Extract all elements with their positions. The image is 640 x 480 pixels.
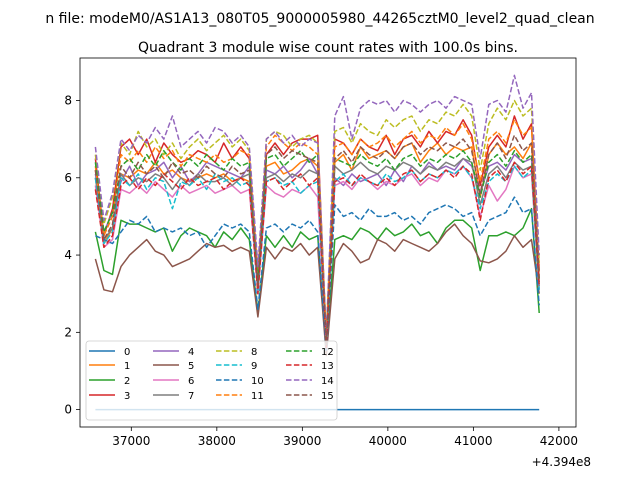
y-tick-label: 8	[64, 94, 72, 108]
x-tick-label: 38000	[198, 434, 236, 448]
series-line-3	[94, 115, 540, 341]
y-axis-ticks: 0 2 4 6 8	[64, 94, 80, 417]
legend-label-3: 3	[124, 391, 130, 402]
x-tick-label: 41000	[454, 434, 492, 448]
plot-frame	[79, 57, 577, 428]
series-line-8	[94, 99, 540, 337]
x-tick-label: 37000	[112, 434, 150, 448]
legend-label-12: 12	[321, 347, 334, 358]
legend-label-15: 15	[321, 391, 334, 402]
legend-label-10: 10	[251, 376, 264, 387]
legend-label-4: 4	[188, 347, 194, 358]
series-line-6	[94, 165, 540, 349]
figure-title: n file: modeM0/AS1A13_080T05_9000005980_…	[45, 11, 594, 27]
legend-box	[85, 340, 338, 421]
series-line-12	[94, 149, 540, 345]
series-line-5	[94, 223, 540, 357]
x-tick-label: 39000	[283, 434, 321, 448]
legend-label-1: 1	[124, 361, 130, 372]
series-group	[94, 74, 540, 411]
y-tick-label: 2	[64, 325, 72, 339]
chart-title: Quadrant 3 module wise count rates with …	[138, 40, 518, 56]
legend-label-9: 9	[251, 361, 257, 372]
series-line-15	[94, 134, 540, 345]
legend-label-8: 8	[251, 347, 257, 358]
x-tick-label: 40000	[369, 434, 407, 448]
y-tick-label: 6	[64, 171, 72, 185]
x-axis-ticks: 37000 38000 39000 40000 41000 42000	[112, 427, 578, 448]
legend-label-0: 0	[124, 347, 130, 358]
y-tick-label: 0	[64, 403, 72, 417]
legend-label-7: 7	[188, 391, 194, 402]
legend-label-5: 5	[188, 361, 194, 372]
series-line-13	[94, 161, 540, 349]
legend-label-11: 11	[251, 391, 264, 402]
legend-label-14: 14	[321, 376, 334, 387]
x-offset-label: +4.394e8	[532, 455, 591, 469]
series-line-11	[94, 119, 540, 341]
series-line-10	[95, 196, 540, 353]
x-tick-label: 42000	[540, 434, 578, 448]
legend-label-6: 6	[188, 376, 194, 387]
y-tick-label: 4	[64, 248, 72, 262]
legend-label-2: 2	[124, 376, 130, 387]
legend-label-13: 13	[321, 361, 334, 372]
series-line-14	[94, 74, 540, 337]
